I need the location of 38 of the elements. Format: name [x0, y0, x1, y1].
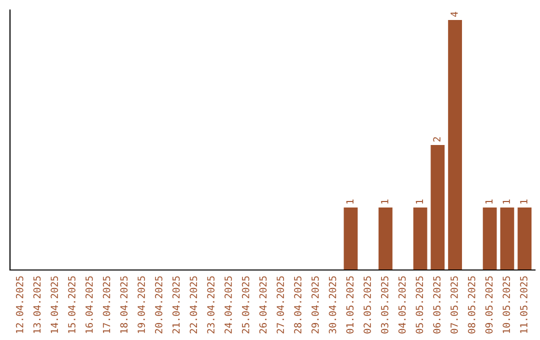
- data-label: 1: [346, 200, 354, 204]
- x-tick-label: 26.04.2025: [259, 276, 267, 334]
- data-label: 4: [450, 12, 458, 17]
- x-tick-label: 24.04.2025: [224, 276, 232, 334]
- x-tick-label: 30.04.2025: [328, 276, 336, 334]
- x-tick-label: 27.04.2025: [276, 276, 284, 334]
- x-tick-label: 07.05.2025: [450, 276, 458, 334]
- x-tick-label: 21.04.2025: [172, 276, 180, 334]
- x-tick-label: 15.04.2025: [68, 276, 76, 333]
- x-tick-label: 05.05.2025: [416, 276, 424, 334]
- x-tick-label: 13.04.2025: [33, 276, 41, 333]
- data-label: 1: [502, 200, 510, 204]
- x-tick-label: 10.05.2025: [502, 276, 510, 333]
- data-label: 1: [381, 200, 388, 204]
- x-tick-label: 04.05.2025: [398, 276, 406, 334]
- x-tick-label: 09.05.2025: [485, 276, 493, 334]
- x-tick-label: 22.04.2025: [190, 276, 198, 334]
- x-tick-label: 16.04.2025: [85, 276, 93, 333]
- data-label: 1: [485, 200, 493, 204]
- x-tick-label: 18.04.2025: [120, 276, 128, 333]
- data-label: 1: [416, 200, 423, 204]
- x-tick-label: 19.04.2025: [138, 276, 145, 333]
- x-tick-label: 28.04.2025: [294, 276, 302, 334]
- x-tick-label: 02.05.2025: [364, 276, 371, 334]
- data-label: 2: [433, 137, 440, 142]
- x-tick-label: 12.04.2025: [16, 276, 24, 333]
- x-tick-label: 03.05.2025: [380, 276, 388, 334]
- x-tick-label: 14.04.2025: [50, 276, 58, 333]
- x-tick-label: 06.05.2025: [433, 276, 440, 334]
- x-tick-label: 20.04.2025: [154, 276, 162, 334]
- x-tick-label: 17.04.2025: [102, 276, 110, 333]
- x-tick-label: 01.05.2025: [346, 276, 354, 334]
- x-tick-label: 08.05.2025: [468, 276, 476, 334]
- x-tick-label: 23.04.2025: [207, 276, 214, 334]
- x-tick-label: 25.04.2025: [242, 276, 250, 334]
- x-tick-label: 11.05.2025: [520, 276, 528, 333]
- data-label: 1: [520, 200, 528, 204]
- x-tick-label: 29.04.2025: [311, 276, 319, 334]
